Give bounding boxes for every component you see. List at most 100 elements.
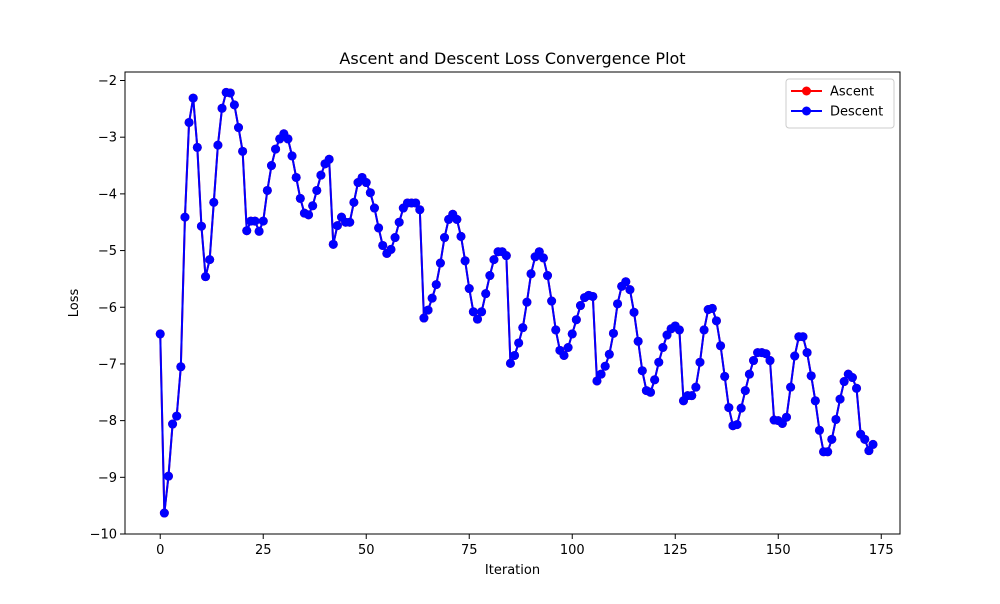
data-point: [596, 369, 606, 379]
x-tick-label: 175: [869, 543, 894, 558]
data-point: [423, 305, 433, 315]
data-point: [625, 285, 635, 295]
data-point: [823, 447, 833, 457]
data-point: [650, 375, 660, 385]
data-point: [600, 361, 610, 371]
data-point: [835, 394, 845, 404]
data-point: [604, 349, 614, 359]
data-point: [386, 244, 396, 254]
x-tick-label: 150: [766, 543, 791, 558]
data-point: [419, 313, 429, 323]
y-tick-label: −4: [98, 187, 117, 202]
data-point: [526, 269, 536, 279]
y-tick-label: −3: [98, 131, 117, 146]
x-tick-label: 75: [461, 543, 478, 558]
data-point: [345, 217, 355, 227]
data-point: [765, 356, 775, 366]
data-point: [316, 170, 326, 180]
y-tick-label: −2: [98, 74, 117, 89]
data-point: [238, 146, 248, 156]
data-point: [254, 226, 264, 236]
data-point: [716, 341, 726, 351]
data-point: [761, 349, 771, 359]
data-point: [720, 371, 730, 381]
data-point: [390, 233, 400, 243]
data-point: [786, 382, 796, 392]
data-point: [852, 383, 862, 393]
data-point: [608, 328, 618, 338]
data-point: [547, 296, 557, 306]
data-point: [163, 471, 173, 481]
data-point: [435, 258, 445, 268]
legend-marker-ascent: [802, 86, 811, 96]
data-point: [621, 277, 631, 287]
y-tick-label: −5: [98, 244, 117, 259]
data-point: [295, 193, 305, 203]
data-point: [452, 214, 462, 224]
data-point: [308, 201, 318, 211]
data-point: [374, 223, 384, 233]
data-point: [213, 140, 223, 150]
data-point: [551, 325, 561, 335]
data-point: [637, 366, 647, 376]
data-point: [460, 256, 470, 266]
data-point: [839, 377, 849, 387]
data-point: [868, 439, 878, 449]
data-point: [180, 212, 190, 222]
data-point: [505, 358, 515, 368]
data-point: [571, 315, 581, 325]
data-point: [184, 117, 194, 127]
x-tick-label: 50: [358, 543, 375, 558]
data-point: [225, 88, 235, 98]
data-point: [266, 161, 276, 171]
data-point: [262, 185, 272, 195]
data-point: [192, 142, 202, 152]
plot-frame: [124, 71, 901, 535]
y-tick-label: −10: [90, 528, 117, 543]
data-point: [501, 251, 511, 261]
data-point: [695, 357, 705, 367]
data-point: [575, 301, 585, 311]
data-point: [588, 291, 598, 301]
data-point: [172, 411, 182, 421]
data-point: [159, 508, 169, 518]
data-point: [332, 221, 342, 231]
data-point: [658, 343, 668, 352]
data-point: [427, 293, 437, 303]
data-point: [155, 329, 165, 339]
x-axis: 0 25 50 75 100 125 150 175: [156, 534, 894, 558]
series-descent: [155, 87, 878, 518]
x-tick-label: 100: [560, 543, 585, 558]
data-point: [431, 280, 441, 290]
data-point: [810, 396, 820, 406]
data-point: [518, 323, 528, 333]
data-point: [629, 307, 639, 317]
data-point: [250, 216, 260, 226]
data-point: [205, 255, 215, 265]
data-point: [633, 336, 643, 346]
data-point: [349, 197, 359, 207]
data-point: [234, 123, 244, 133]
data-point: [394, 217, 404, 227]
data-point: [312, 185, 322, 195]
chart-title: Ascent and Descent Loss Convergence Plot: [339, 49, 685, 68]
data-point: [365, 188, 375, 198]
x-tick-label: 25: [255, 543, 272, 558]
data-point: [749, 356, 759, 366]
data-point: [567, 329, 577, 339]
data-point: [559, 350, 569, 360]
data-point: [304, 210, 314, 220]
data-point: [287, 151, 297, 161]
data-point: [229, 100, 239, 110]
data-point: [481, 289, 491, 299]
data-point: [242, 226, 252, 236]
x-tick-label: 0: [156, 543, 164, 558]
y-tick-label: −9: [98, 471, 117, 486]
data-point: [291, 172, 301, 182]
data-point: [464, 284, 474, 294]
data-point: [378, 240, 388, 250]
data-point: [477, 307, 487, 317]
data-point: [472, 314, 482, 324]
data-point: [699, 325, 709, 335]
data-point: [201, 272, 211, 282]
